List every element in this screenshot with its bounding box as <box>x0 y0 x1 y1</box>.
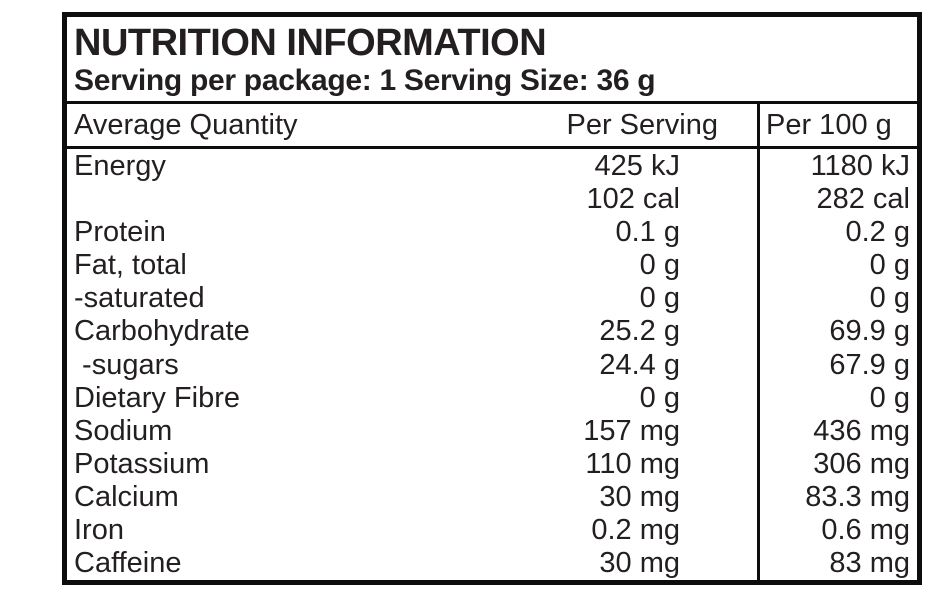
per-100g-value: 0 g <box>869 282 910 315</box>
table-header-row: Average Quantity Per Serving Per 100 g <box>67 104 917 149</box>
nutrient-name: Fat, total <box>74 251 187 281</box>
nutrient-name: Protein <box>74 218 166 248</box>
per-serving-value: 157 mg <box>583 414 680 447</box>
label-subtitle: Serving per package: 1 Serving Size: 36 … <box>74 64 656 97</box>
label-title-section: NUTRITION INFORMATION Serving per packag… <box>67 17 917 104</box>
table-row-sodium: Sodium 157 mg 436 mg <box>67 415 917 448</box>
column-divider <box>757 104 760 580</box>
table-row-sugars: -sugars 24.4 g 67.9 g <box>67 348 917 381</box>
per-serving-value: 0 g <box>639 249 680 282</box>
nutrient-name: Iron <box>74 515 124 545</box>
nutrient-name: Dietary Fibre <box>74 383 240 413</box>
per-serving-value: 30 mg <box>599 546 680 579</box>
table-row-energy-cal: 102 cal 282 cal <box>67 183 917 216</box>
per-serving-value: 24.4 g <box>599 348 680 381</box>
label-title: NUTRITION INFORMATION <box>74 22 547 64</box>
per-100g-value: 67.9 g <box>829 348 910 381</box>
per-100g-value: 0.6 mg <box>821 513 910 546</box>
per-100g-value: 306 mg <box>813 447 910 480</box>
table-row-dietary-fibre: Dietary Fibre 0 g 0 g <box>67 382 917 415</box>
table-row-saturated: -saturated 0 g 0 g <box>67 282 917 315</box>
per-serving-value: 0 g <box>639 282 680 315</box>
nutrient-name: Potassium <box>74 449 210 479</box>
per-100g-value: 282 cal <box>816 183 910 216</box>
nutrient-name: Caffeine <box>74 548 182 578</box>
table-row-calcium: Calcium 30 mg 83.3 mg <box>67 481 917 514</box>
per-serving-value: 425 kJ <box>594 150 680 183</box>
per-serving-value: 102 cal <box>586 183 680 216</box>
nutrient-name: Energy <box>74 152 166 182</box>
per-100g-value: 1180 kJ <box>810 150 910 183</box>
per-serving-value: 30 mg <box>599 480 680 513</box>
column-header-average-quantity: Average Quantity <box>74 108 298 141</box>
table-row-protein: Protein 0.1 g 0.2 g <box>67 216 917 249</box>
per-100g-value: 436 mg <box>813 414 910 447</box>
column-header-per-serving: Per Serving <box>566 108 718 141</box>
per-serving-value: 0.2 mg <box>591 513 680 546</box>
per-100g-value: 0 g <box>869 381 910 414</box>
nutrient-name: -sugars <box>74 350 179 380</box>
nutrition-table: Average Quantity Per Serving Per 100 g E… <box>67 104 917 580</box>
table-row-caffeine: Caffeine 30 mg 83 mg <box>67 547 917 580</box>
nutrient-name: Calcium <box>74 482 179 512</box>
column-header-per-100g: Per 100 g <box>766 108 892 141</box>
per-100g-value: 69.9 g <box>829 315 910 348</box>
table-body: Energy 425 kJ 1180 kJ 102 cal 282 cal Pr… <box>67 149 917 580</box>
per-100g-value: 0.2 g <box>845 216 911 249</box>
nutrient-name: Carbohydrate <box>74 317 250 347</box>
table-row-carbohydrate: Carbohydrate 25.2 g 69.9 g <box>67 315 917 348</box>
per-serving-value: 110 mg <box>585 447 680 480</box>
per-serving-value: 0 g <box>639 381 680 414</box>
per-100g-value: 0 g <box>869 249 910 282</box>
nutrient-name: -saturated <box>74 284 205 314</box>
per-100g-value: 83.3 mg <box>805 480 910 513</box>
per-serving-value: 0.1 g <box>615 216 681 249</box>
per-100g-value: 83 mg <box>829 546 910 579</box>
table-row-energy: Energy 425 kJ 1180 kJ <box>67 150 917 183</box>
table-row-fat-total: Fat, total 0 g 0 g <box>67 249 917 282</box>
per-serving-value: 25.2 g <box>599 315 680 348</box>
nutrition-label: NUTRITION INFORMATION Serving per packag… <box>62 12 922 585</box>
table-row-potassium: Potassium 110 mg 306 mg <box>67 448 917 481</box>
table-row-iron: Iron 0.2 mg 0.6 mg <box>67 514 917 547</box>
nutrient-name: Sodium <box>74 416 173 446</box>
